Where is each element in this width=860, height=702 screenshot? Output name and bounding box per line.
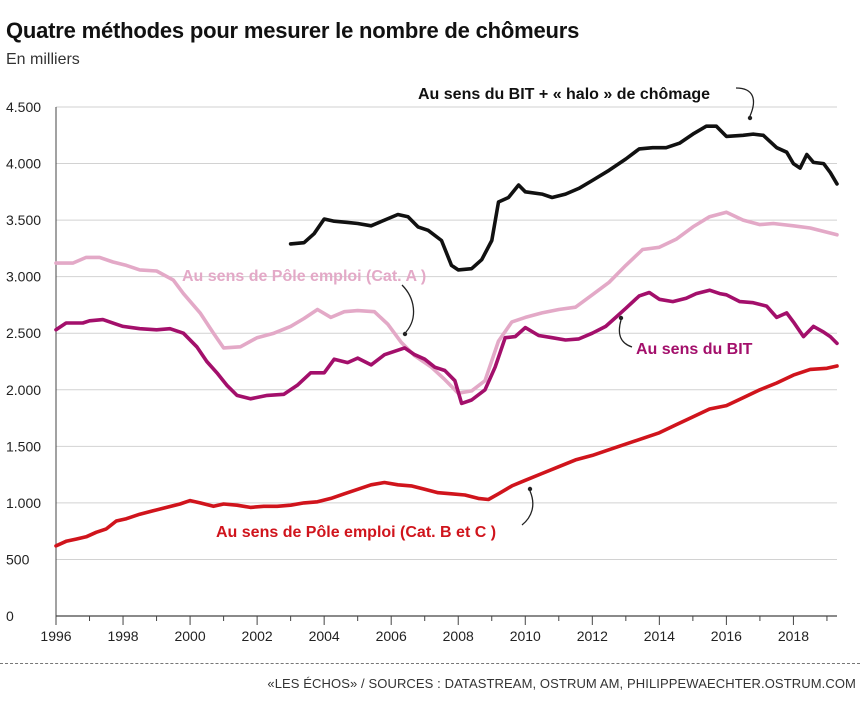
x-tick-label: 2000 bbox=[174, 628, 205, 644]
chart-title: Quatre méthodes pour mesurer le nombre d… bbox=[6, 18, 580, 43]
y-tick-label: 4.500 bbox=[6, 99, 41, 115]
series-label-1: Au sens du BIT + « halo » de chômage bbox=[418, 86, 710, 103]
chart-subtitle: En milliers bbox=[6, 51, 80, 68]
y-tick-label: 1.500 bbox=[6, 438, 41, 454]
series-label-3: Au sens du BIT bbox=[636, 341, 753, 358]
y-tick-label: 3.000 bbox=[6, 269, 41, 285]
callout-arrow-4 bbox=[521, 490, 534, 526]
y-tick-label: 500 bbox=[6, 551, 30, 567]
callout-arrow-head-2 bbox=[402, 331, 408, 337]
x-tick-label: 2008 bbox=[443, 628, 474, 644]
y-tick-label: 2.500 bbox=[6, 325, 41, 341]
callout-arrow-head-1 bbox=[747, 115, 753, 121]
line-chart: 0 500 1.000 1.500 2.000 2.500 3.000 3.500 4.000 4… bbox=[6, 86, 839, 644]
x-tick-label: 2012 bbox=[577, 628, 608, 644]
x-tick-label: 2014 bbox=[644, 628, 675, 644]
x-tick-label: 1996 bbox=[40, 628, 71, 644]
footer-divider bbox=[0, 663, 860, 664]
y-tick-label: 1.000 bbox=[6, 495, 41, 511]
callout-arrow-2 bbox=[401, 284, 415, 333]
callout-arrow-1 bbox=[735, 87, 755, 117]
x-tick-label: 2006 bbox=[376, 628, 407, 644]
x-tick-label: 2010 bbox=[510, 628, 541, 644]
callout-arrow-3 bbox=[618, 319, 633, 348]
x-tick-label: 2004 bbox=[309, 628, 340, 644]
x-tick-label: 1998 bbox=[107, 628, 138, 644]
series-label-4: Au sens de Pôle emploi (Cat. B et C ) bbox=[216, 524, 496, 541]
series-label-2: Au sens de Pôle emploi (Cat. A ) bbox=[182, 268, 426, 285]
series-line-2 bbox=[54, 210, 839, 395]
y-tick-label: 2.000 bbox=[6, 382, 41, 398]
source-credit: «LES ÉCHOS» / SOURCES : DATASTREAM, OSTR… bbox=[267, 676, 856, 691]
x-tick-label: 2018 bbox=[778, 628, 809, 644]
y-tick-label: 0 bbox=[6, 608, 14, 624]
series-line-4 bbox=[54, 364, 839, 548]
series-line-1 bbox=[288, 124, 839, 272]
callout-arrow-head-4 bbox=[527, 486, 533, 492]
x-tick-label: 2016 bbox=[711, 628, 742, 644]
callout-arrow-head-3 bbox=[618, 315, 624, 321]
y-tick-label: 4.000 bbox=[6, 156, 41, 172]
series-line-3 bbox=[54, 288, 839, 406]
x-tick-label: 2002 bbox=[242, 628, 273, 644]
y-tick-label: 3.500 bbox=[6, 212, 41, 228]
